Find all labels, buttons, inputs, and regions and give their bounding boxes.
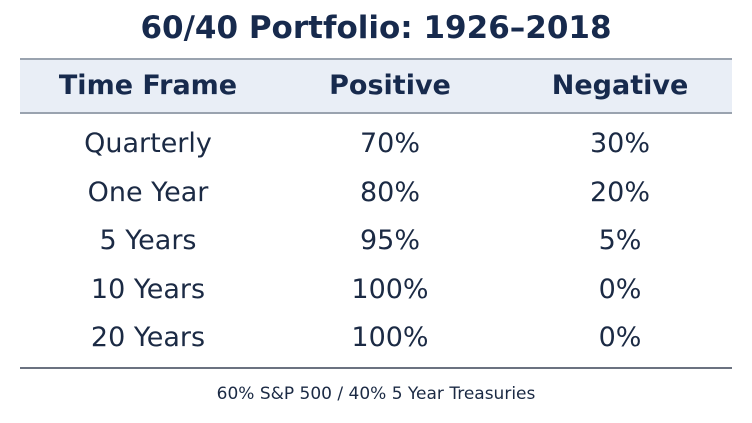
negative-cell: 30% <box>589 128 650 159</box>
time-frame-cell: 5 Years <box>99 225 197 256</box>
negative-cell: 0% <box>598 322 642 353</box>
chart-title: 60/40 Portfolio: 1926–2018 <box>140 10 612 46</box>
table-row: Quarterly 70% 30% <box>20 120 732 169</box>
negative-cell: 0% <box>598 273 642 305</box>
positive-cell: 80% <box>359 176 420 208</box>
time-frame-cell: Quarterly <box>84 128 212 159</box>
negative-cell: 5% <box>598 225 642 256</box>
negative-cell: 20% <box>589 176 650 208</box>
table-footnote: 60% S&P 500 / 40% 5 Year Treasuries <box>216 384 536 404</box>
time-frame-cell: One Year <box>87 176 209 208</box>
table-row: 5 Years 95% 5% <box>20 217 732 266</box>
positive-cell: 95% <box>359 225 420 256</box>
positive-cell: 100% <box>351 322 429 353</box>
returns-table: Time Frame Positive Negative Quarterly 7… <box>20 58 732 363</box>
positive-cell: 70% <box>359 128 420 159</box>
positive-cell: 100% <box>351 273 429 305</box>
time-frame-cell: 20 Years <box>90 322 206 353</box>
header-negative: Negative <box>551 70 689 101</box>
table-header-row: Time Frame Positive Negative <box>20 58 732 114</box>
header-time-frame: Time Frame <box>58 70 238 101</box>
header-positive: Positive <box>329 70 451 101</box>
table-row: One Year 80% 20% <box>20 169 732 218</box>
table-bottom-rule <box>20 367 732 369</box>
table-row: 10 Years 100% 0% <box>20 266 732 315</box>
time-frame-cell: 10 Years <box>90 273 206 305</box>
table-row: 20 Years 100% 0% <box>20 314 732 363</box>
